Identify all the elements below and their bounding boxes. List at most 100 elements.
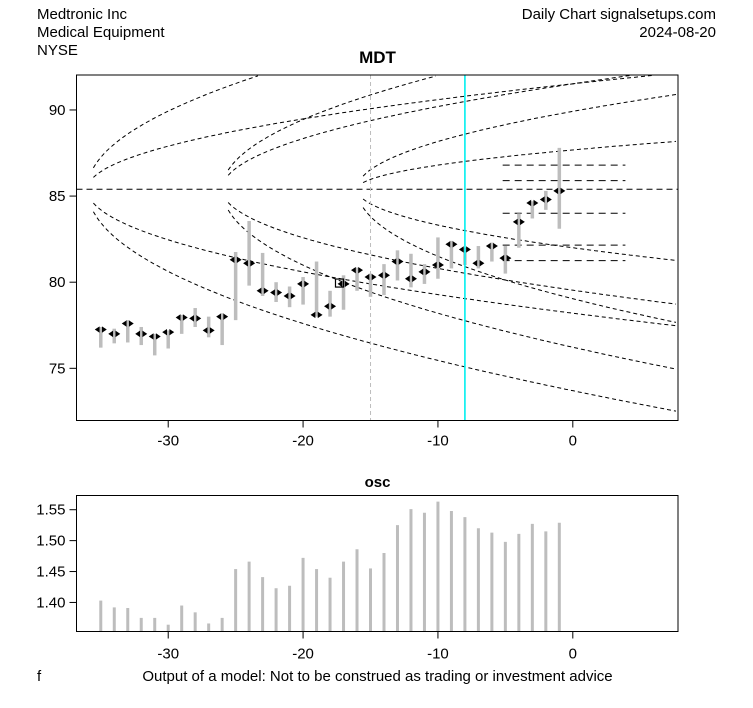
open-tick <box>351 266 356 274</box>
open-tick <box>256 287 262 295</box>
close-tick <box>250 260 256 267</box>
open-tick <box>404 275 410 282</box>
open-tick <box>216 313 221 320</box>
close-tick <box>344 280 350 288</box>
close-tick <box>371 273 377 281</box>
close-tick <box>533 199 539 207</box>
close-tick <box>304 280 310 288</box>
open-tick <box>135 330 141 338</box>
fan-curve <box>227 209 677 370</box>
close-tick <box>466 246 471 253</box>
close-tick <box>263 287 269 295</box>
y-tick-label: 1.45 <box>36 564 65 581</box>
close-tick <box>155 333 161 340</box>
open-tick <box>539 196 545 203</box>
open-tick <box>472 260 478 267</box>
fan-curve <box>362 207 677 323</box>
main-chart-title: MDT <box>359 48 396 67</box>
y-tick-label: 90 <box>49 102 66 119</box>
close-tick <box>209 327 215 334</box>
close-tick <box>128 320 134 327</box>
close-tick <box>412 275 417 282</box>
y-tick-label: 1.55 <box>36 502 65 519</box>
close-tick <box>182 314 188 321</box>
close-tick <box>479 260 485 267</box>
envelope-curves <box>92 75 677 412</box>
close-tick <box>560 187 566 195</box>
close-tick <box>223 313 229 320</box>
open-tick <box>445 241 451 248</box>
open-tick <box>283 292 289 300</box>
open-tick <box>162 328 168 336</box>
open-tick <box>324 303 329 310</box>
open-tick <box>391 258 397 265</box>
close-tick <box>317 311 323 319</box>
open-tick <box>270 289 275 296</box>
close-tick <box>236 256 242 264</box>
open-tick <box>526 199 532 207</box>
x-tick-label: -10 <box>427 646 449 663</box>
open-tick <box>553 187 559 195</box>
open-tick <box>458 246 464 253</box>
open-tick <box>94 326 100 333</box>
close-tick <box>169 328 175 336</box>
footer-marker: f <box>37 668 42 685</box>
close-tick <box>398 258 404 265</box>
close-tick <box>493 242 498 250</box>
close-tick <box>385 272 390 279</box>
close-tick <box>520 218 525 226</box>
open-tick <box>485 242 491 250</box>
close-tick <box>290 292 296 300</box>
x-tick-label: -30 <box>157 433 179 450</box>
square-signal-marker <box>334 278 345 288</box>
close-tick <box>115 330 121 338</box>
close-tick <box>142 330 148 338</box>
close-tick <box>358 266 364 274</box>
open-tick <box>202 327 208 334</box>
y-tick-label: 75 <box>49 360 66 377</box>
open-tick <box>297 280 302 288</box>
close-tick <box>331 303 337 310</box>
close-tick <box>277 289 283 296</box>
right-price-levels <box>502 164 626 262</box>
x-tick-label: -30 <box>157 646 179 663</box>
exchange-label: NYSE <box>37 42 78 59</box>
open-tick <box>364 273 370 281</box>
close-tick <box>452 241 458 248</box>
x-tick-label: -10 <box>427 433 449 450</box>
open-tick <box>512 218 518 226</box>
open-tick <box>377 272 383 279</box>
open-tick <box>310 311 316 319</box>
open-tick <box>148 333 154 340</box>
chart-type-label: Daily Chart signalsetups.com <box>521 6 716 23</box>
open-tick <box>499 254 505 262</box>
fan-curve <box>227 75 437 171</box>
disclaimer-text: Output of a model: Not to be construed a… <box>142 668 613 685</box>
close-tick <box>506 254 512 262</box>
osc-chart-title: osc <box>364 474 391 491</box>
fan-curve <box>92 211 677 412</box>
open-tick <box>243 260 248 267</box>
close-tick <box>425 268 431 276</box>
fan-curve <box>362 94 677 177</box>
price-bars <box>94 147 566 356</box>
open-tick <box>121 320 127 327</box>
header-right: Daily Chart signalsetups.com 2024-08-20 <box>522 6 716 42</box>
header-left: Medtronic Inc Medical Equipment NYSE <box>37 6 165 60</box>
x-tick-label: 0 <box>569 646 577 663</box>
open-tick <box>418 268 424 276</box>
open-tick <box>108 330 114 338</box>
fan-curve <box>227 75 631 176</box>
open-tick <box>337 280 343 288</box>
close-tick <box>101 326 107 333</box>
company-name: Medtronic Inc <box>37 6 128 23</box>
y-tick-label: 85 <box>49 188 66 205</box>
osc-spikes <box>99 501 561 631</box>
y-tick-label: 1.40 <box>36 594 65 611</box>
open-tick <box>229 256 235 264</box>
main-chart-axes: 75 80 85 90 -30 -20 -10 0 <box>49 74 679 450</box>
x-tick-label: 0 <box>569 433 577 450</box>
chart-date: 2024-08-20 <box>639 24 716 41</box>
